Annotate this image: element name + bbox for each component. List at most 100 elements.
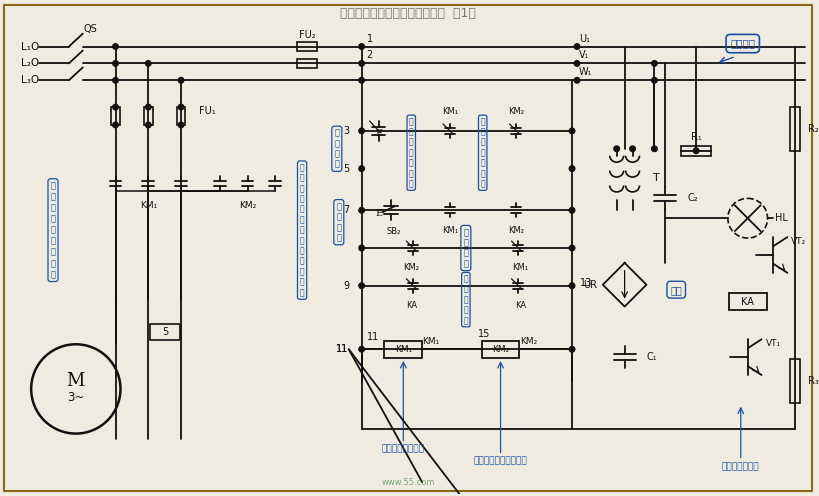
Text: 停
止
接
钮: 停 止 接 钮 <box>334 128 339 169</box>
Text: W₁: W₁ <box>578 67 592 77</box>
Bar <box>790 359 799 403</box>
Circle shape <box>359 77 364 83</box>
Text: SB₂: SB₂ <box>386 227 400 236</box>
Text: KM₂: KM₂ <box>403 263 419 272</box>
Text: QS: QS <box>84 24 97 34</box>
Text: 顺
相
序
接
触
器
主
触
点: 顺 相 序 接 触 器 主 触 点 <box>51 181 56 279</box>
Text: E: E <box>375 209 382 218</box>
Circle shape <box>651 61 656 66</box>
Circle shape <box>178 104 183 110</box>
Bar <box>296 59 317 68</box>
Text: M: M <box>66 372 85 390</box>
Text: FU₂: FU₂ <box>298 30 315 40</box>
Text: 逆相广检速电路: 逆相广检速电路 <box>721 462 758 471</box>
Bar <box>384 341 422 358</box>
Text: 5: 5 <box>162 327 168 337</box>
Circle shape <box>145 61 151 66</box>
Text: VT₂: VT₂ <box>790 237 806 246</box>
Circle shape <box>112 44 118 49</box>
Text: C₂: C₂ <box>686 193 697 203</box>
Circle shape <box>651 77 656 83</box>
Circle shape <box>568 166 574 172</box>
Circle shape <box>359 44 364 49</box>
Circle shape <box>613 146 618 152</box>
Text: 逆相序校正接触器线圈: 逆相序校正接触器线圈 <box>473 456 527 465</box>
Bar <box>296 42 317 51</box>
Circle shape <box>573 44 579 49</box>
Text: C₁: C₁ <box>645 352 656 362</box>
Text: T: T <box>652 173 659 183</box>
Circle shape <box>568 245 574 251</box>
Text: 11: 11 <box>335 344 347 354</box>
Circle shape <box>568 128 574 134</box>
Bar <box>111 107 120 125</box>
Circle shape <box>692 148 698 154</box>
Text: KM₁: KM₁ <box>139 201 156 210</box>
Text: KM₂: KM₂ <box>508 226 524 235</box>
Text: 2: 2 <box>366 51 373 61</box>
Circle shape <box>359 346 364 352</box>
Circle shape <box>359 283 364 289</box>
Circle shape <box>629 146 635 152</box>
Text: HL: HL <box>775 213 787 223</box>
Circle shape <box>568 283 574 289</box>
Text: KA: KA <box>740 297 753 307</box>
Circle shape <box>145 122 151 127</box>
Text: 11: 11 <box>367 332 379 342</box>
Circle shape <box>573 77 579 83</box>
Bar <box>481 341 518 358</box>
Text: 光耦: 光耦 <box>670 285 681 295</box>
Text: V₁: V₁ <box>578 51 589 61</box>
Text: KM₁: KM₁ <box>394 345 411 354</box>
Text: VT₁: VT₁ <box>765 339 780 348</box>
Text: FU₁: FU₁ <box>199 106 215 116</box>
Text: 逆
相
序
校
正
接
正
接
触
器
主
触
点: 逆 相 序 校 正 接 正 接 触 器 主 触 点 <box>300 163 304 297</box>
Text: 9: 9 <box>343 281 349 291</box>
Text: KM₁: KM₁ <box>441 107 458 116</box>
Circle shape <box>359 166 364 172</box>
Circle shape <box>568 207 574 213</box>
Text: KM₁: KM₁ <box>422 337 439 346</box>
Circle shape <box>359 128 364 134</box>
Text: KM₂: KM₂ <box>238 201 256 210</box>
Text: 启
动
接
钮: 启 动 接 钮 <box>336 202 341 243</box>
Text: L₂O: L₂O <box>21 59 39 68</box>
Bar <box>143 107 152 125</box>
Text: U₁: U₁ <box>578 34 589 44</box>
Text: 相序检测: 相序检测 <box>730 39 754 49</box>
Text: 顺
序
号
触
点: 顺 序 号 触 点 <box>463 274 468 325</box>
Text: E: E <box>375 129 382 138</box>
Circle shape <box>359 207 364 213</box>
Circle shape <box>112 122 118 127</box>
Text: 1: 1 <box>366 34 373 44</box>
Text: L₁O: L₁O <box>21 42 39 52</box>
Text: 顺相序接触器线圈: 顺相序接触器线圈 <box>382 444 424 453</box>
Text: L₃O: L₃O <box>21 75 39 85</box>
Circle shape <box>112 77 118 83</box>
Bar <box>681 146 710 156</box>
Text: 3~: 3~ <box>67 391 84 404</box>
Circle shape <box>178 77 183 83</box>
Text: KM₂: KM₂ <box>491 345 509 354</box>
Bar <box>150 324 180 340</box>
Text: KM₁: KM₁ <box>441 226 458 235</box>
Text: KM₁: KM₁ <box>512 263 527 272</box>
Text: 7: 7 <box>343 205 349 215</box>
Text: 13: 13 <box>579 278 591 288</box>
Text: R₁: R₁ <box>690 132 700 142</box>
Circle shape <box>178 122 183 127</box>
Text: 11: 11 <box>335 344 347 354</box>
Circle shape <box>359 245 364 251</box>
Text: 电动机固定旋转方向控制电路图  第1张: 电动机固定旋转方向控制电路图 第1张 <box>340 7 476 20</box>
Text: KA: KA <box>514 301 525 310</box>
Text: KM₂: KM₂ <box>508 107 524 116</box>
Text: 逆
相
序
直
锁
触
点: 逆 相 序 直 锁 触 点 <box>480 117 484 188</box>
Circle shape <box>112 61 118 66</box>
Text: KM₂: KM₂ <box>519 337 536 346</box>
Text: UR: UR <box>582 280 596 290</box>
Bar <box>728 293 766 310</box>
Circle shape <box>651 146 656 152</box>
Text: 5: 5 <box>343 164 349 174</box>
Text: 3: 3 <box>343 126 349 136</box>
Circle shape <box>145 104 151 110</box>
